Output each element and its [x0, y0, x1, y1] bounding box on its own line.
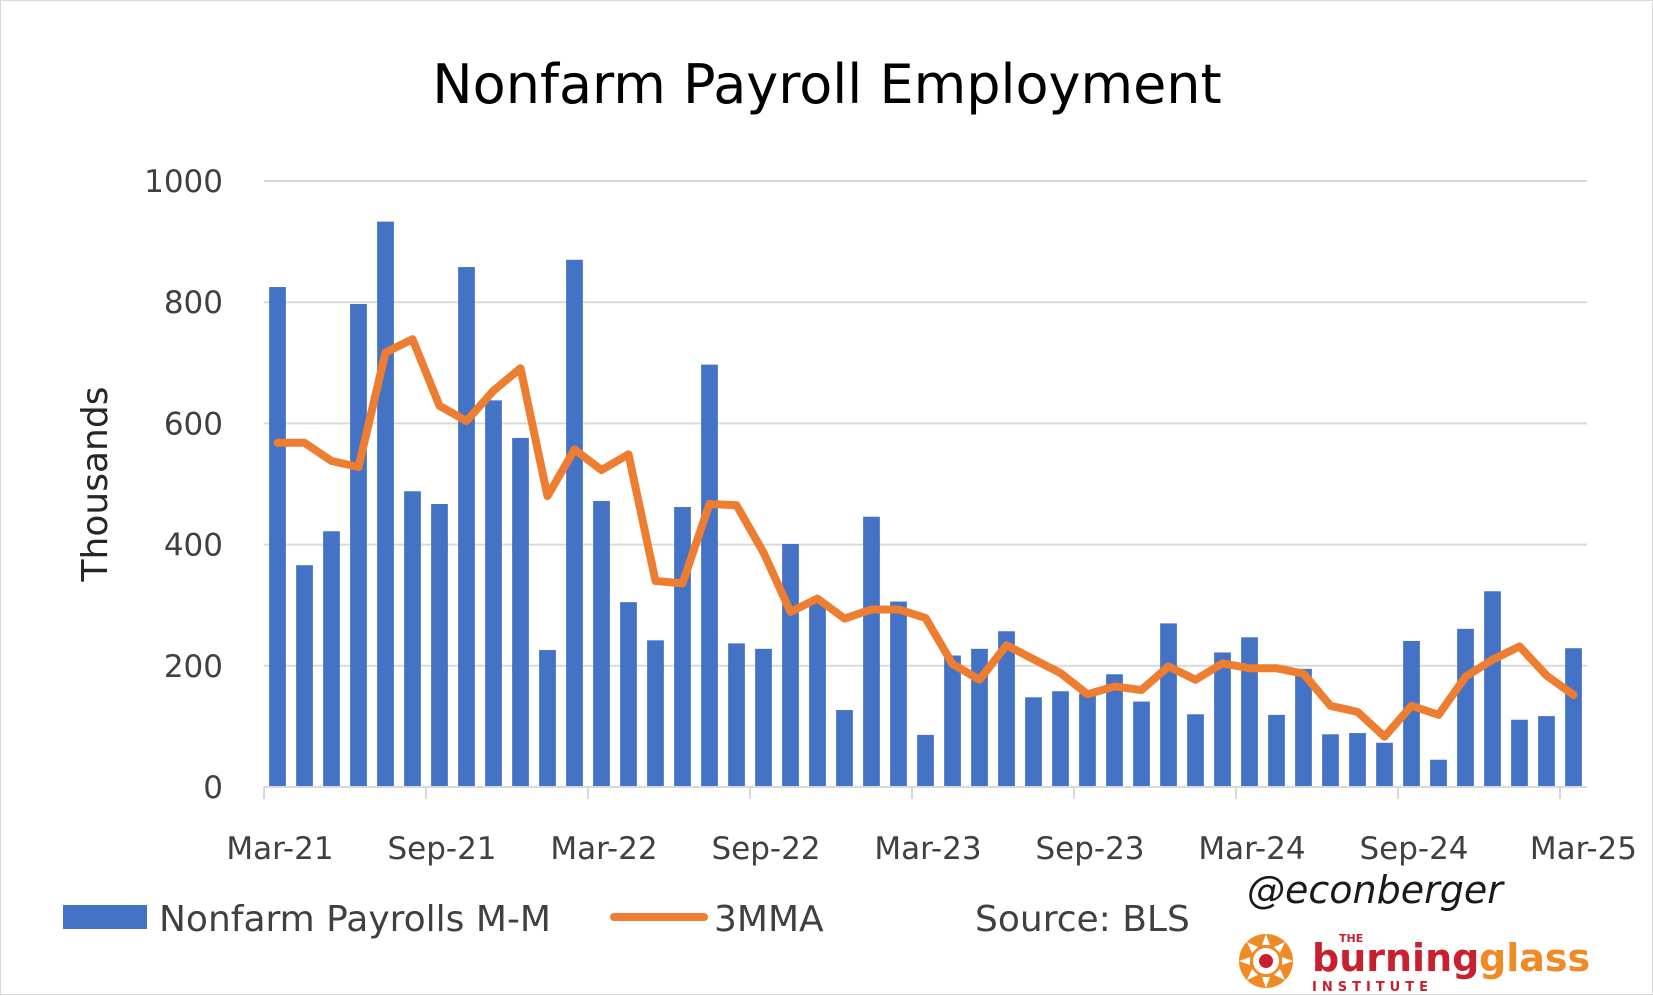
- bar: [1511, 719, 1528, 787]
- bar: [1565, 648, 1582, 787]
- bar: [1349, 733, 1366, 787]
- bar: [782, 543, 799, 787]
- y-axis-ticks: 0 200 400 600 800 1000: [144, 164, 223, 806]
- bar: [1214, 652, 1231, 787]
- bar: [1187, 714, 1204, 787]
- source-note: Source: BLS: [975, 899, 1190, 940]
- svg-text:glass: glass: [1479, 936, 1590, 980]
- bar: [620, 602, 637, 787]
- bar: [431, 503, 448, 787]
- bar: [1160, 623, 1177, 787]
- y-tick-label: 0: [203, 770, 223, 806]
- bar: [1295, 668, 1312, 787]
- gridlines: [264, 180, 1587, 667]
- bar: [1052, 691, 1069, 787]
- bar: [377, 221, 394, 788]
- bar: [512, 437, 529, 787]
- bar: [539, 650, 556, 787]
- svg-text:INSTITUTE: INSTITUTE: [1312, 980, 1433, 995]
- bar: [1484, 591, 1501, 787]
- bar: [998, 631, 1015, 787]
- legend: Nonfarm Payrolls M-M 3MMA Source: BLS: [63, 899, 1190, 940]
- bar: [755, 648, 772, 787]
- svg-text:burning: burning: [1312, 936, 1479, 980]
- bar: [836, 710, 853, 787]
- bar: [350, 304, 367, 787]
- svg-text:THE: THE: [1339, 932, 1363, 945]
- x-tick-label: Sep-22: [711, 831, 820, 867]
- bar: [1376, 742, 1393, 787]
- bar: [1133, 701, 1150, 787]
- bar: [1538, 716, 1555, 787]
- bar-series: [269, 221, 1582, 788]
- bar: [971, 648, 988, 787]
- x-axis-ticks: Mar-21 Sep-21 Mar-22 Sep-22 Mar-23 Sep-23 Mar-…: [226, 787, 1637, 867]
- twitter-handle: @econberger: [1247, 868, 1505, 912]
- bar: [917, 734, 934, 787]
- line-3mma: [273, 335, 1578, 741]
- x-tick-label: Mar-23: [874, 831, 981, 867]
- y-tick-label: 1000: [144, 164, 223, 200]
- bar: [323, 531, 340, 787]
- bar: [1430, 759, 1447, 787]
- bar: [647, 640, 664, 787]
- bar: [1268, 714, 1285, 787]
- burning-glass-institute-logo: THE burning glass INSTITUTE: [1239, 932, 1590, 995]
- bar: [1241, 637, 1258, 787]
- bar: [1322, 734, 1339, 787]
- bar: [1403, 640, 1420, 787]
- x-tick-label: Mar-25: [1530, 831, 1637, 867]
- x-tick-label: Sep-23: [1035, 831, 1144, 867]
- bar: [458, 267, 475, 787]
- bar: [404, 491, 421, 787]
- x-tick-label: Sep-21: [387, 831, 496, 867]
- y-tick-label: 600: [164, 406, 223, 442]
- bar: [944, 655, 961, 787]
- bar: [485, 400, 502, 787]
- bar: [1079, 693, 1096, 787]
- bar: [890, 601, 907, 787]
- bar: [674, 507, 691, 787]
- y-tick-label: 400: [164, 528, 223, 564]
- bar: [269, 287, 286, 787]
- bar: [1106, 674, 1123, 787]
- bar: [1457, 628, 1474, 787]
- x-tick-label: Sep-24: [1359, 831, 1468, 867]
- bar: [1025, 697, 1042, 787]
- bar: [593, 500, 610, 787]
- y-tick-label: 200: [164, 649, 223, 685]
- y-tick-label: 800: [164, 285, 223, 321]
- x-tick-label: Mar-21: [226, 831, 333, 867]
- line-series: [273, 335, 1578, 741]
- bar: [809, 602, 826, 787]
- bar: [728, 643, 745, 787]
- bar: [701, 364, 718, 787]
- y-axis-title: Thousands: [75, 387, 116, 583]
- legend-bar-swatch: [63, 905, 147, 929]
- bar: [296, 565, 313, 787]
- chart-title: Nonfarm Payroll Employment: [432, 53, 1221, 116]
- x-tick-label: Mar-22: [550, 831, 657, 867]
- bar: [566, 259, 583, 787]
- sunburst-icon: [1239, 934, 1293, 988]
- x-tick-label: Mar-24: [1198, 831, 1305, 867]
- legend-line-label: 3MMA: [714, 899, 824, 940]
- legend-bar-label: Nonfarm Payrolls M-M: [159, 899, 551, 940]
- bar: [863, 516, 880, 787]
